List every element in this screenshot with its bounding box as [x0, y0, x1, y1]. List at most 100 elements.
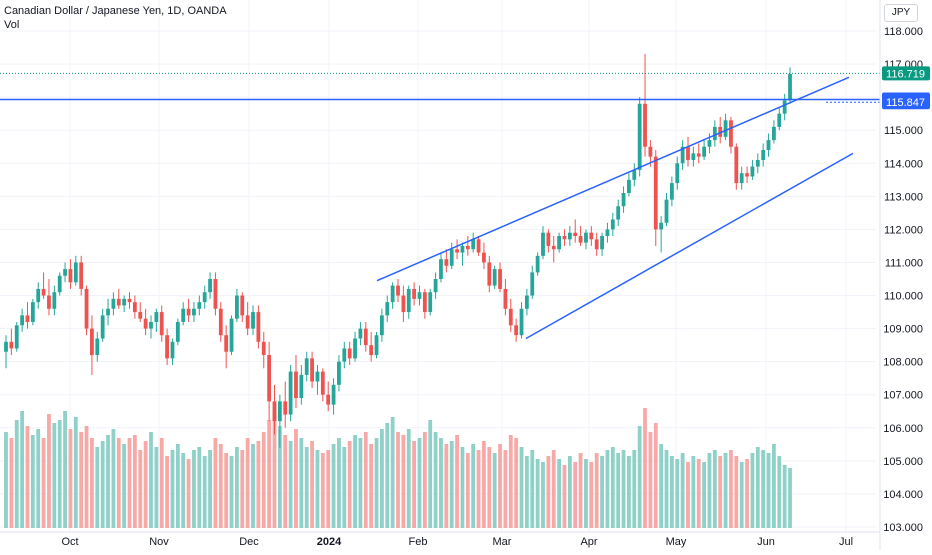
- x-tick-label: Apr: [580, 536, 597, 548]
- volume-bar: [390, 417, 395, 528]
- candle-body: [519, 308, 524, 336]
- candle-body: [304, 358, 309, 375]
- last-price-tag: 116.719: [886, 68, 925, 80]
- candle-body: [100, 315, 105, 339]
- y-tick-label: 111.000: [885, 257, 923, 269]
- candle-body: [745, 173, 749, 177]
- candle-body: [385, 302, 390, 316]
- volume-bar: [149, 432, 153, 528]
- candle-body: [487, 262, 492, 286]
- volume-bar: [439, 438, 443, 528]
- volume-bar: [304, 447, 309, 528]
- candle-body: [718, 126, 723, 137]
- candle-body: [202, 292, 207, 303]
- candle-body: [261, 341, 266, 356]
- candle-body: [111, 298, 116, 309]
- candle-body: [498, 269, 502, 289]
- candle-body: [143, 318, 148, 329]
- candle-body: [208, 279, 212, 293]
- volume-bar: [669, 456, 674, 528]
- volume-bar: [342, 447, 347, 528]
- volume-bar: [294, 429, 298, 528]
- candle-body: [476, 239, 481, 253]
- candle-body: [541, 232, 545, 256]
- volume-bar: [476, 450, 481, 528]
- volume-bar: [412, 441, 417, 528]
- candle-body: [390, 285, 395, 303]
- volume-bar: [175, 444, 180, 528]
- volume-bar: [100, 441, 105, 528]
- volume-bar: [755, 447, 760, 528]
- volume-bar: [718, 456, 723, 528]
- candle-body: [315, 371, 320, 382]
- candle-body: [36, 288, 41, 303]
- candle-body: [9, 341, 14, 349]
- volume-bar: [643, 408, 647, 528]
- volume-bar: [90, 438, 94, 528]
- volume-bar: [197, 447, 202, 528]
- volume-bar: [739, 462, 744, 528]
- volume-bar: [63, 411, 67, 528]
- volume-bar: [659, 444, 664, 528]
- candle-body: [557, 236, 562, 250]
- candle-body: [406, 288, 411, 313]
- candle-body: [600, 236, 604, 250]
- volume-bar: [347, 441, 352, 528]
- x-tick-label: Nov: [149, 536, 169, 548]
- candle-body: [122, 298, 127, 306]
- volume-bar: [116, 438, 121, 528]
- candle-body: [63, 269, 67, 276]
- volume-bar: [261, 432, 266, 528]
- volume-bar: [331, 444, 336, 528]
- prev-level-tag: 115.847: [886, 97, 925, 109]
- volume-bar: [159, 438, 164, 528]
- candle-body: [460, 245, 465, 253]
- volume-bar: [551, 450, 556, 528]
- y-tick-label: 112.000: [884, 224, 923, 236]
- candle-body: [396, 285, 400, 296]
- currency-button[interactable]: JPY: [884, 4, 918, 22]
- volume-bar: [9, 438, 14, 528]
- volume-bar: [702, 462, 706, 528]
- candle-body: [530, 272, 535, 296]
- volume-bar: [240, 450, 245, 528]
- volume-bar: [653, 423, 658, 528]
- candle-body: [229, 318, 234, 352]
- volume-bar: [127, 438, 132, 528]
- volume-bar: [20, 411, 25, 528]
- volume-bar: [401, 435, 406, 528]
- candle-body: [347, 348, 352, 359]
- candle-body: [584, 232, 588, 243]
- candle-body: [175, 321, 180, 342]
- candle-body: [272, 401, 277, 422]
- volume-bar: [782, 465, 787, 528]
- candle-body: [363, 328, 368, 346]
- y-tick-label: 115.000: [884, 125, 923, 137]
- candle-body: [777, 113, 782, 127]
- volume-bar: [138, 450, 143, 528]
- candle-body: [95, 338, 100, 356]
- candle-body: [245, 315, 250, 329]
- candle-body: [702, 146, 706, 157]
- candle-body: [283, 401, 288, 415]
- volume-bar: [30, 435, 35, 528]
- candle-body: [149, 321, 153, 329]
- volume-bar: [353, 435, 357, 528]
- candle-body: [594, 239, 599, 250]
- volume-bar: [84, 426, 89, 528]
- volume-bar: [374, 438, 379, 528]
- candle-body: [439, 259, 443, 279]
- candle-body: [788, 73, 792, 101]
- volume-bar: [288, 441, 293, 528]
- candle-body: [772, 126, 776, 141]
- volume-bar: [707, 453, 712, 528]
- volume-bar: [535, 459, 540, 528]
- volume-bar: [406, 429, 411, 528]
- last-price-tag-bg: [882, 66, 930, 81]
- candle-body: [734, 146, 739, 184]
- candle-body: [73, 262, 78, 283]
- volume-bar: [482, 441, 486, 528]
- candle-body: [455, 249, 459, 253]
